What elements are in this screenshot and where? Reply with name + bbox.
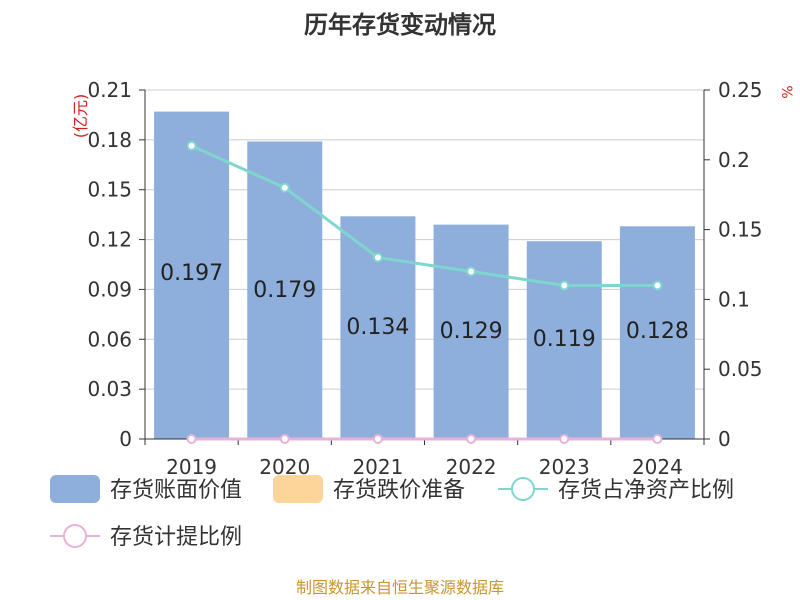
data-label-inventory-book-value: 0.119 (533, 327, 596, 352)
legend-marker (63, 524, 87, 548)
axes: 0 0.03 0.06 0.09 0.12 0.15 0.18 0.21 0 0.05 0.1 0.1… (87, 78, 762, 479)
y-right-tick-label: 0.1 (718, 287, 750, 311)
bar-inventory-book-value (433, 224, 509, 439)
x-tick-label: 2022 (446, 455, 497, 479)
y-right-unit: % (778, 85, 794, 98)
data-labels: 0.197 0.179 0.134 0.129 0.119 0.128 (160, 261, 689, 352)
y-left-unit: (亿元) (71, 94, 90, 139)
legend-marker (511, 477, 535, 501)
point-inventory-to-net-assets (466, 266, 477, 277)
point-provision-ratio (279, 434, 290, 444)
grid-lines (145, 89, 704, 440)
x-tick-label: 2024 (632, 455, 683, 479)
legend-item-impairment: 存货跌价准备 (273, 475, 465, 503)
bar-inventory-book-value (154, 111, 230, 439)
y-right-tick-label: 0 (718, 427, 731, 451)
point-inventory-to-net-assets (559, 280, 570, 291)
data-label-inventory-book-value: 0.129 (440, 319, 503, 344)
point-inventory-to-net-assets (372, 252, 383, 263)
y-right-tick-label: 0.2 (718, 148, 750, 172)
y-left-tick-label: 0.03 (87, 377, 132, 401)
y-left-tick-label: 0.21 (87, 78, 132, 102)
y-left-tick-label: 0.09 (87, 277, 132, 301)
y-right-tick-label: 0.15 (718, 218, 763, 242)
point-inventory-to-net-assets (652, 280, 663, 291)
legend-label: 存货占净资产比例 (558, 478, 734, 503)
legend-swatch (50, 475, 100, 503)
point-provision-ratio (559, 434, 570, 444)
bar-inventory-book-value (526, 241, 602, 439)
bar-inventory-book-value (619, 226, 695, 439)
point-provision-ratio (186, 434, 197, 444)
y-left-tick-label: 0.15 (87, 178, 132, 202)
point-provision-ratio (652, 434, 663, 444)
legend-item-provision-ratio: 存货计提比例 (50, 524, 242, 550)
legend-label: 存货跌价准备 (333, 478, 465, 503)
legend-label: 存货账面价值 (110, 478, 242, 503)
y-right-tick-label: 0.05 (718, 357, 763, 381)
point-provision-ratio (372, 434, 383, 444)
line-series (186, 140, 663, 444)
x-tick-label: 2023 (539, 455, 590, 479)
y-left-tick-label: 0.06 (87, 327, 132, 351)
point-inventory-to-net-assets (186, 140, 197, 151)
y-left-tick-label: 0 (119, 427, 132, 451)
line-inventory-to-net-assets (190, 144, 658, 287)
point-inventory-to-net-assets (279, 182, 290, 193)
legend-item-net-assets-ratio: 存货占净资产比例 (498, 477, 734, 503)
point-provision-ratio (466, 434, 477, 444)
bar-series (154, 111, 695, 439)
legend-item-book-value: 存货账面价值 (50, 475, 242, 503)
legend-swatch (273, 475, 323, 503)
legend-label: 存货计提比例 (110, 525, 242, 550)
chart-title: 历年存货变动情况 (304, 11, 496, 39)
data-label-inventory-book-value: 0.179 (253, 278, 316, 303)
x-tick-label: 2019 (166, 455, 217, 479)
y-left-tick-label: 0.18 (87, 128, 132, 152)
x-tick-label: 2021 (352, 455, 403, 479)
y-left-tick-label: 0.12 (87, 228, 132, 252)
data-label-inventory-book-value: 0.197 (160, 261, 223, 286)
data-label-inventory-book-value: 0.128 (626, 319, 689, 344)
source-note: 制图数据来自恒生聚源数据库 (296, 578, 504, 597)
data-label-inventory-book-value: 0.134 (346, 315, 409, 340)
y-right-tick-label: 0.25 (718, 78, 763, 102)
